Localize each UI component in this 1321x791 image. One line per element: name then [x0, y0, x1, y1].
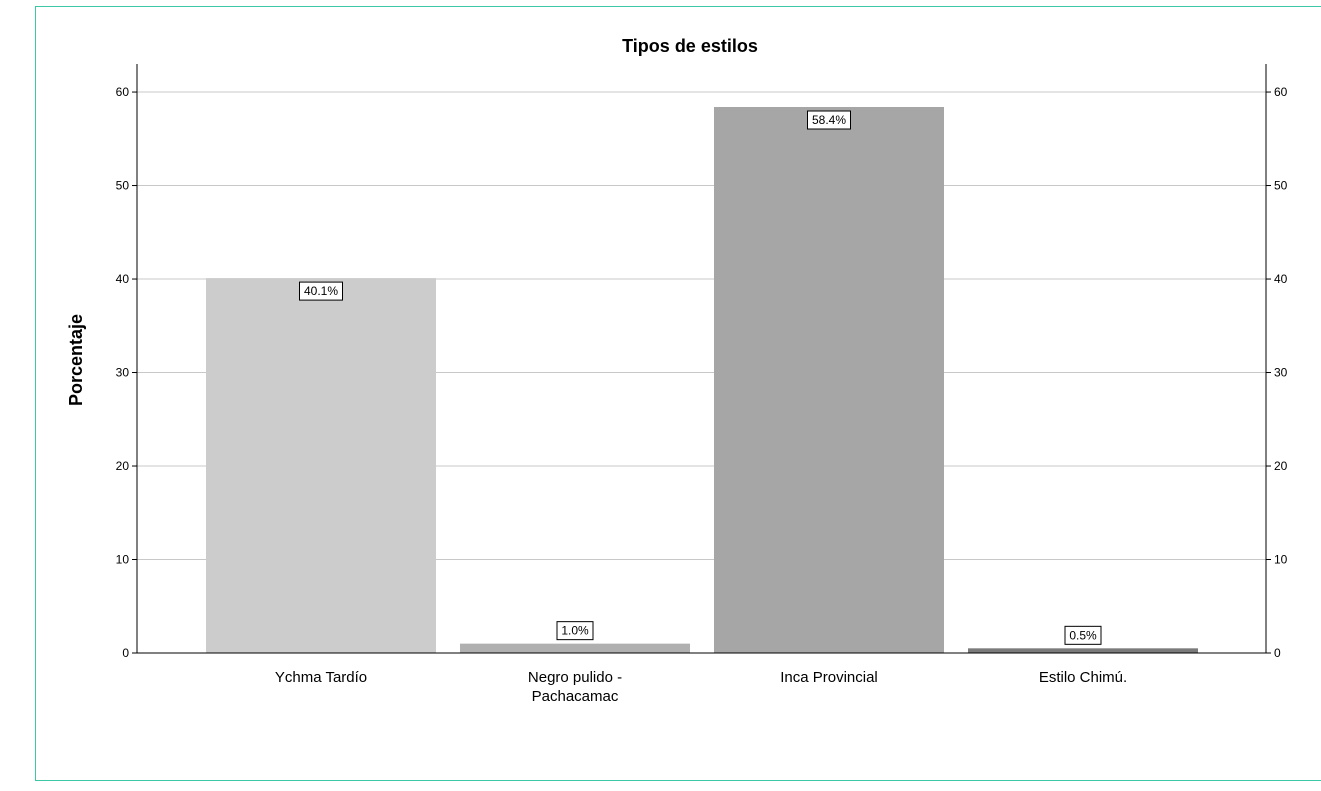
- y-tick-label: 50: [116, 179, 130, 193]
- data-labels: 40.1% 1.0% 58.4% 0.5%: [299, 110, 1102, 645]
- y-right-tick-label: 60: [1274, 85, 1288, 99]
- y-tick-label: 0: [122, 646, 129, 660]
- y-right-tick-label: 50: [1274, 179, 1288, 193]
- y-right-tick-label: 30: [1274, 366, 1288, 380]
- bar: [714, 107, 944, 653]
- data-label: 58.4%: [807, 110, 851, 130]
- y-tick-label: 60: [116, 85, 130, 99]
- data-label-text: 40.1%: [304, 284, 338, 298]
- chart-frame: [35, 6, 1321, 781]
- x-category-label: Inca Provincial: [780, 669, 878, 686]
- data-label-text: 1.0%: [561, 624, 589, 638]
- axes: 0 0 10 10 20 20 30 30 40 40 50 50 60 60 Ychma Tardío Ne…: [116, 64, 1288, 705]
- y-tick-label: 10: [116, 553, 130, 567]
- data-label-box: [299, 281, 343, 301]
- bar: [968, 648, 1198, 653]
- y-tick-label: 20: [116, 459, 130, 473]
- y-tick-label: 40: [116, 272, 130, 286]
- data-label: 40.1%: [299, 281, 343, 301]
- y-right-tick-label: 20: [1274, 459, 1288, 473]
- bar: [206, 278, 436, 653]
- data-label-box: [556, 621, 594, 641]
- y-right-tick-label: 10: [1274, 553, 1288, 567]
- y-axis-label: Porcentaje: [66, 314, 86, 406]
- x-category-label: Pachacamac: [532, 688, 619, 705]
- data-label: 0.5%: [1064, 625, 1102, 645]
- x-category-label: Negro pulido -: [528, 669, 622, 686]
- data-label-text: 58.4%: [812, 113, 846, 127]
- bars: [206, 107, 1198, 653]
- x-category-label: Ychma Tardío: [275, 669, 367, 686]
- data-label-text: 0.5%: [1069, 628, 1097, 642]
- y-right-tick-label: 40: [1274, 272, 1288, 286]
- bar: [460, 643, 690, 653]
- data-label-box: [807, 110, 851, 130]
- data-label-box: [1064, 625, 1102, 645]
- y-tick-label: 30: [116, 366, 130, 380]
- chart-title: Tipos de estilos: [622, 36, 758, 56]
- y-right-tick-label: 0: [1274, 646, 1281, 660]
- data-label: 1.0%: [556, 621, 594, 641]
- x-category-label: Estilo Chimú.: [1039, 669, 1127, 686]
